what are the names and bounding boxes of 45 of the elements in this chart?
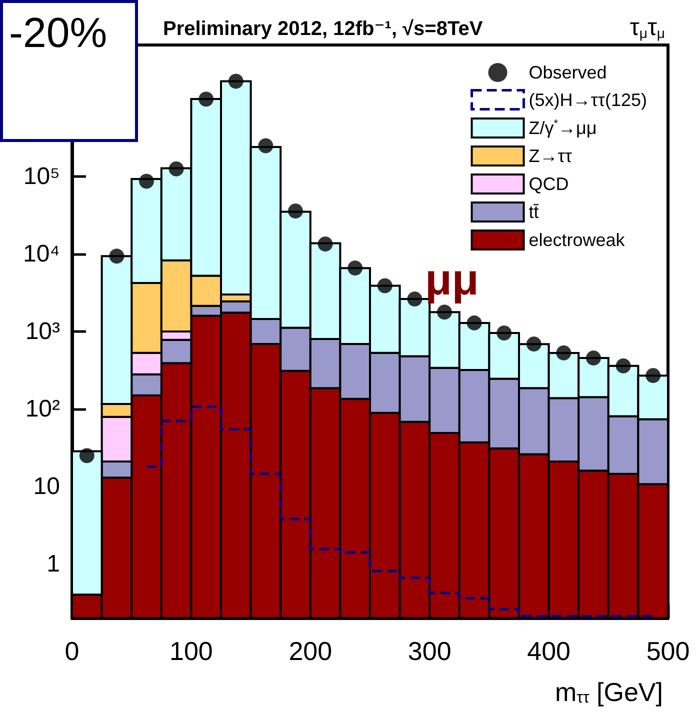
point: [526, 336, 542, 352]
point: [198, 92, 214, 107]
annotation: μμ: [425, 256, 479, 304]
legend-label: Z→ττ: [528, 146, 572, 166]
x-tick-label: 500: [646, 636, 690, 666]
chart-title: Preliminary 2012, 12fb⁻¹, √s=8TeV: [163, 18, 484, 40]
point: [258, 138, 274, 154]
chart-subtitle: τμτμ: [630, 14, 666, 41]
point: [407, 291, 422, 306]
legend-label: QCD: [528, 174, 569, 194]
y-tick-label: 10: [33, 472, 60, 500]
legend-label: Observed: [528, 62, 607, 82]
point: [168, 161, 184, 176]
point: [496, 326, 512, 341]
x-axis-title: mττ [GeV]: [555, 677, 664, 707]
x-tick-label: 0: [64, 636, 80, 666]
legend-label: tt̄: [528, 202, 540, 222]
point: [79, 448, 94, 464]
point: [586, 350, 601, 366]
callout-box: -20%: [0, 0, 138, 142]
point: [646, 368, 661, 384]
x-tick-label: 300: [408, 636, 452, 666]
point: [437, 304, 452, 320]
point: [348, 260, 363, 276]
legend-label: Z/γ*→μμ: [528, 118, 597, 138]
point: [139, 174, 154, 189]
y-tick-label: 10⁴: [22, 240, 60, 268]
x-tick-label: 200: [288, 636, 332, 666]
x-tick-label: 400: [527, 636, 570, 666]
y-tick-label: 10³: [25, 318, 60, 345]
legend-label: electroweak: [528, 230, 626, 250]
annotation: -20%: [9, 9, 108, 57]
point: [616, 358, 631, 374]
x-tick-label: 100: [170, 636, 213, 666]
point: [377, 278, 392, 294]
legend-label: (5x)H→ττ(125): [528, 90, 648, 110]
y-tick-label: 1: [46, 550, 60, 578]
y-tick-label: 10²: [25, 395, 60, 422]
y-tick-label: 10⁵: [23, 163, 60, 190]
point: [318, 236, 333, 252]
point: [556, 345, 572, 360]
point: [288, 203, 303, 218]
point: [466, 315, 482, 330]
point: [109, 248, 124, 264]
point: [228, 74, 244, 89]
